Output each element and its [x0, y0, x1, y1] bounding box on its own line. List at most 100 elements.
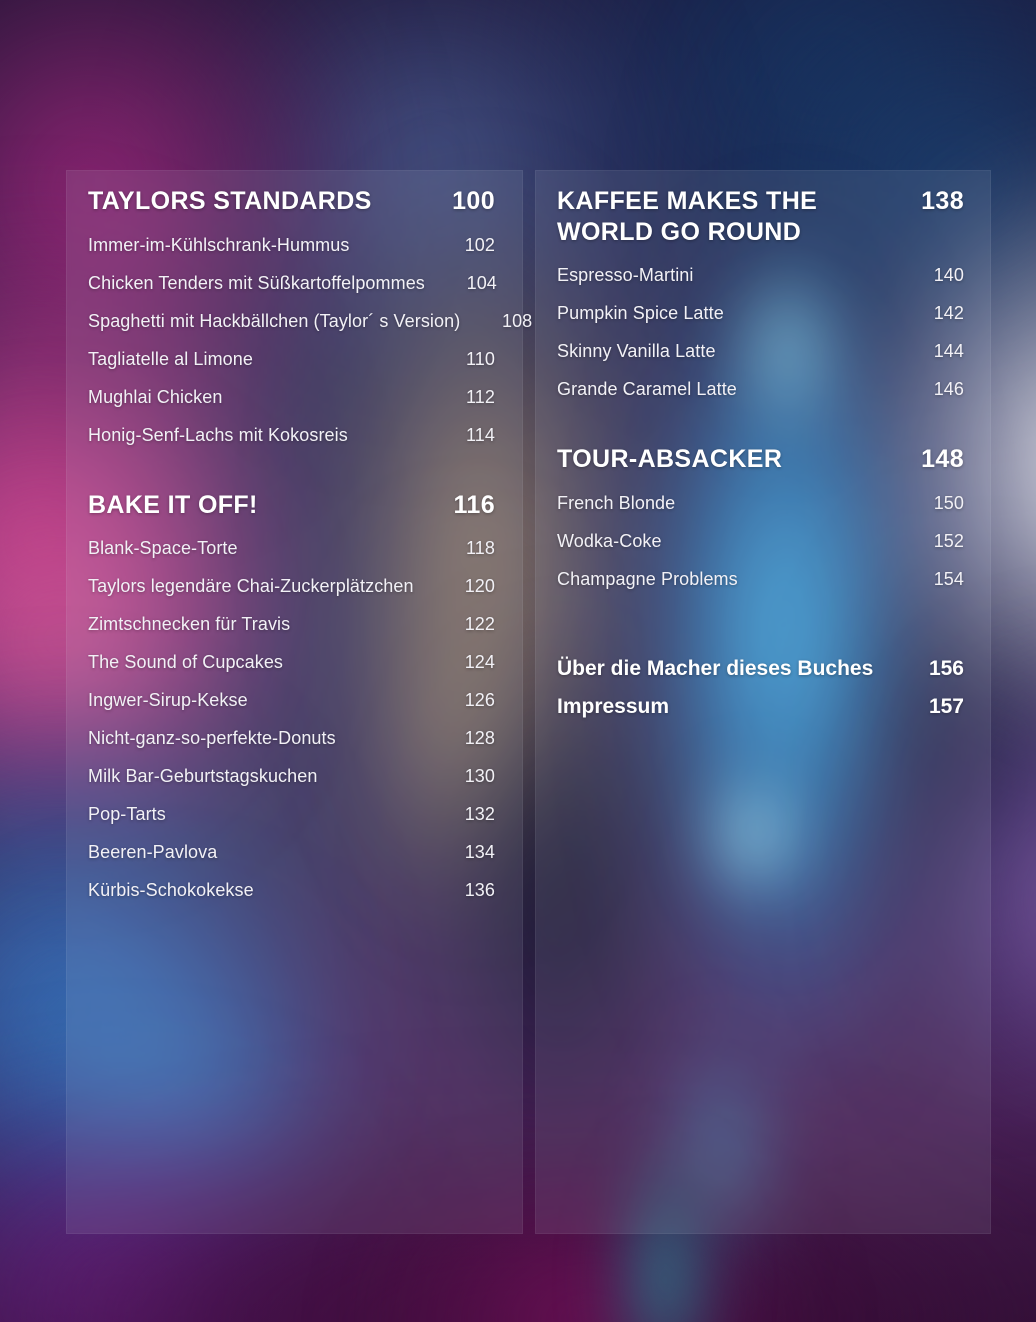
- toc-entry-page: 126: [464, 690, 495, 710]
- toc-column-left: TAYLORS STANDARDS 100 Immer-im-Kühlschra…: [88, 186, 532, 910]
- toc-section-heading[interactable]: BAKE IT OFF! 116: [88, 490, 495, 521]
- toc-entry-label: Nicht-ganz-so-perfekte-Donuts: [88, 728, 336, 748]
- toc-entry-label: Milk Bar-Geburtstagskuchen: [88, 766, 318, 786]
- toc-column-right: KAFFEE MAKES THE WORLD GO ROUND 138 Espr…: [557, 186, 964, 726]
- toc-entry-page: 146: [933, 379, 964, 399]
- toc-entry-page: 124: [464, 652, 495, 672]
- toc-section-heading-page: 116: [453, 490, 495, 519]
- toc-entry-label: Beeren-Pavlova: [88, 842, 218, 862]
- toc-entry-label: Blank-Space-Torte: [88, 538, 238, 558]
- toc-entry[interactable]: Chicken Tenders mit Süßkartoffelpommes 1…: [88, 264, 497, 302]
- toc-entry-page: 140: [933, 265, 964, 285]
- toc-entry[interactable]: Wodka-Coke 152: [557, 522, 964, 560]
- toc-entry-label: The Sound of Cupcakes: [88, 652, 284, 672]
- toc-section-heading-label: TAYLORS STANDARDS: [88, 187, 372, 215]
- toc-section-heading-label: KAFFEE MAKES THE WORLD GO ROUND: [557, 187, 818, 246]
- toc-entry[interactable]: Champagne Problems 154: [557, 560, 964, 598]
- toc-entry-label: Ingwer-Sirup-Kekse: [88, 690, 248, 710]
- toc-panel-left: [66, 170, 523, 1234]
- toc-entry-page: 134: [464, 842, 495, 862]
- toc-entry[interactable]: Blank-Space-Torte 118: [88, 529, 495, 567]
- toc-entry-page: 154: [933, 568, 964, 589]
- toc-entry-page: 118: [466, 538, 495, 558]
- toc-entry[interactable]: Beeren-Pavlova 134: [88, 833, 495, 871]
- toc-entry-page: 128: [464, 728, 495, 748]
- toc-back-matter-label: Über die Macher dieses Buches: [557, 656, 874, 680]
- toc-entry[interactable]: Taylors legendäre Chai-Zuckerplätzchen 1…: [88, 567, 495, 605]
- toc-entry[interactable]: Pumpkin Spice Latte 142: [557, 294, 964, 332]
- toc-entry[interactable]: Grande Caramel Latte 146: [557, 370, 964, 408]
- toc-entry-label: Skinny Vanilla Latte: [557, 341, 716, 361]
- toc-section-heading[interactable]: KAFFEE MAKES THE WORLD GO ROUND 138: [557, 186, 964, 247]
- toc-panel-right: [535, 170, 991, 1234]
- toc-entry-label: Mughlai Chicken: [88, 386, 223, 407]
- toc-section-heading-page: 100: [452, 187, 495, 215]
- toc-entry[interactable]: Skinny Vanilla Latte 144: [557, 332, 964, 370]
- toc-entry[interactable]: Kürbis-Schokokekse 136: [88, 871, 495, 909]
- toc-entry-page: 132: [464, 804, 495, 824]
- toc-entry[interactable]: Zimtschnecken für Travis 122: [88, 605, 495, 643]
- toc-entry-page: 150: [933, 492, 964, 513]
- toc-section-heading-label: TOUR-ABSACKER: [557, 445, 783, 473]
- toc-entry-page: 142: [933, 303, 964, 323]
- toc-entry-page: 110: [466, 348, 495, 369]
- toc-group-back-matter: Über die Macher dieses Buches 156 Impres…: [557, 650, 964, 726]
- toc-back-matter-row[interactable]: Über die Macher dieses Buches 156: [557, 650, 964, 688]
- toc-entry-label: Grande Caramel Latte: [557, 379, 737, 399]
- toc-entry-label: Champagne Problems: [557, 568, 738, 589]
- toc-entry[interactable]: Tagliatelle al Limone 110: [88, 340, 495, 378]
- toc-section-heading-page: 138: [921, 187, 964, 215]
- toc-entry-page: 136: [464, 880, 495, 900]
- toc-entry-page: 152: [933, 530, 964, 551]
- toc-group-spacer: [557, 408, 964, 444]
- toc-section-heading[interactable]: TOUR-ABSACKER 148: [557, 444, 964, 475]
- toc-section-heading-page: 148: [921, 445, 964, 473]
- toc-entry-page: 144: [933, 341, 964, 361]
- toc-entry-page: 104: [466, 272, 497, 293]
- toc-entry-page: 120: [464, 576, 495, 596]
- toc-entry-label: Chicken Tenders mit Süßkartoffelpommes: [88, 272, 425, 293]
- toc-group-tour-absacker: TOUR-ABSACKER 148 French Blonde 150 Wodk…: [557, 444, 964, 598]
- toc-section-heading-label: BAKE IT OFF!: [88, 490, 258, 519]
- toc-entry-label: Honig-Senf-Lachs mit Kokosreis: [88, 424, 348, 445]
- toc-entry-label: Kürbis-Schokokekse: [88, 880, 254, 900]
- toc-group-spacer: [88, 454, 495, 490]
- toc-entry[interactable]: Mughlai Chicken 112: [88, 378, 495, 416]
- toc-entry-page: 130: [464, 766, 495, 786]
- toc-entry[interactable]: Immer-im-Kühlschrank-Hummus 102: [88, 226, 495, 264]
- toc-back-matter-label: Impressum: [557, 694, 670, 718]
- toc-section-heading[interactable]: TAYLORS STANDARDS 100: [88, 186, 495, 217]
- toc-entry-label: Zimtschnecken für Travis: [88, 614, 291, 634]
- toc-back-matter-page: 156: [928, 656, 964, 680]
- toc-entry-label: Pop-Tarts: [88, 804, 166, 824]
- toc-group-kaffee-makes-the-world-go-round: KAFFEE MAKES THE WORLD GO ROUND 138 Espr…: [557, 186, 964, 408]
- toc-entry-label: Taylors legendäre Chai-Zuckerplätzchen: [88, 576, 414, 596]
- toc-entry[interactable]: Honig-Senf-Lachs mit Kokosreis 114: [88, 416, 495, 454]
- toc-entry[interactable]: Espresso-Martini 140: [557, 256, 964, 294]
- toc-entry-page: 108: [501, 310, 533, 331]
- toc-entry-page: 114: [466, 424, 495, 445]
- toc-entry[interactable]: Nicht-ganz-so-perfekte-Donuts 128: [88, 719, 495, 757]
- toc-entry[interactable]: Milk Bar-Geburtstagskuchen 130: [88, 757, 495, 795]
- toc-group-taylors-standards: TAYLORS STANDARDS 100 Immer-im-Kühlschra…: [88, 186, 532, 454]
- toc-entry-label: Wodka-Coke: [557, 530, 662, 551]
- toc-entry-label: Espresso-Martini: [557, 265, 694, 285]
- toc-entry-label: Tagliatelle al Limone: [88, 348, 253, 369]
- toc-entry[interactable]: Pop-Tarts 132: [88, 795, 495, 833]
- toc-entry-page: 122: [464, 614, 495, 634]
- toc-entry-label: Immer-im-Kühlschrank-Hummus: [88, 234, 350, 255]
- toc-entry-page: 102: [464, 234, 495, 255]
- toc-entry[interactable]: Spaghetti mit Hackbällchen (Taylor´ s Ve…: [88, 302, 532, 340]
- toc-back-matter-spacer: [557, 598, 964, 650]
- toc-entry-label: Pumpkin Spice Latte: [557, 303, 724, 323]
- toc-entry-label: French Blonde: [557, 492, 676, 513]
- toc-back-matter-page: 157: [928, 694, 964, 718]
- toc-entry-page: 112: [466, 386, 495, 407]
- toc-back-matter-row[interactable]: Impressum 157: [557, 688, 964, 726]
- toc-entry[interactable]: Ingwer-Sirup-Kekse 126: [88, 681, 495, 719]
- toc-entry-label: Spaghetti mit Hackbällchen (Taylor´ s Ve…: [88, 310, 461, 331]
- toc-entry[interactable]: The Sound of Cupcakes 124: [88, 643, 495, 681]
- toc-entry[interactable]: French Blonde 150: [557, 484, 964, 522]
- toc-group-bake-it-off: BAKE IT OFF! 116 Blank-Space-Torte 118 T…: [88, 490, 495, 910]
